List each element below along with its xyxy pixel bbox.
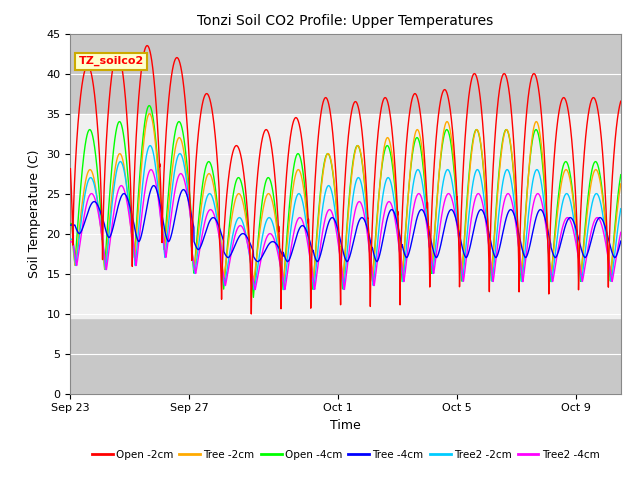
Tree -2cm [166, 183, 174, 189]
Open -4cm [519, 247, 527, 252]
Open -2cm [67, 166, 74, 171]
Open -4cm [67, 221, 74, 227]
Tree -4cm [617, 238, 625, 244]
Tree2 -4cm [252, 287, 259, 292]
Tree2 -2cm [617, 206, 625, 212]
Open -2cm [166, 80, 174, 86]
Open -2cm [519, 158, 527, 164]
Open -4cm [425, 229, 433, 235]
Line: Open -4cm: Open -4cm [70, 106, 621, 298]
Tree -2cm [425, 223, 433, 228]
Tree -2cm [477, 144, 485, 150]
Open -2cm [143, 43, 151, 48]
Open -2cm [425, 227, 433, 233]
Open -4cm [166, 167, 174, 173]
Open -2cm [617, 98, 625, 104]
Tree -4cm [166, 235, 174, 241]
Tree -4cm [425, 226, 433, 232]
Tree -4cm [67, 222, 74, 228]
Tree -4cm [397, 238, 404, 243]
Tree2 -2cm [397, 255, 404, 261]
Line: Tree -2cm: Tree -2cm [70, 114, 621, 282]
Title: Tonzi Soil CO2 Profile: Upper Temperatures: Tonzi Soil CO2 Profile: Upper Temperatur… [198, 14, 493, 28]
Tree -4cm [477, 207, 485, 213]
Tree2 -2cm [67, 236, 74, 242]
Tree -2cm [617, 181, 625, 187]
Tree -2cm [277, 252, 285, 258]
Text: TZ_soilco2: TZ_soilco2 [79, 56, 144, 66]
Open -2cm [397, 256, 404, 262]
X-axis label: Time: Time [330, 419, 361, 432]
Tree2 -2cm [519, 268, 527, 274]
Line: Open -2cm: Open -2cm [70, 46, 621, 314]
Tree -2cm [519, 248, 527, 254]
Tree -4cm [277, 249, 285, 254]
Tree -4cm [519, 250, 527, 255]
Tree -2cm [309, 279, 317, 285]
Tree -4cm [150, 183, 157, 189]
Line: Tree2 -2cm: Tree2 -2cm [70, 145, 621, 289]
Tree2 -2cm [166, 202, 174, 207]
Open -2cm [477, 105, 485, 111]
Tree2 -4cm [166, 219, 174, 225]
Open -4cm [277, 255, 285, 261]
Y-axis label: Soil Temperature (C): Soil Temperature (C) [28, 149, 41, 278]
Legend: Open -2cm, Tree -2cm, Open -4cm, Tree -4cm, Tree2 -2cm, Tree2 -4cm: Open -2cm, Tree -2cm, Open -4cm, Tree -4… [88, 445, 604, 464]
Bar [70, 34, 621, 114]
Tree2 -4cm [277, 266, 285, 272]
Tree2 -2cm [250, 287, 258, 292]
Open -4cm [145, 103, 153, 108]
Tree2 -4cm [519, 277, 527, 283]
Open -4cm [250, 295, 257, 300]
Open -2cm [277, 294, 285, 300]
Tree -2cm [397, 249, 404, 255]
Open -4cm [617, 172, 625, 178]
Tree2 -4cm [425, 237, 433, 242]
Tree2 -2cm [425, 235, 433, 240]
Tree2 -2cm [147, 143, 154, 148]
Bar [70, 114, 621, 318]
Tree -2cm [146, 111, 154, 117]
Bar [70, 318, 621, 394]
Tree2 -2cm [477, 177, 485, 183]
Open -4cm [477, 146, 485, 152]
Open -2cm [248, 311, 255, 317]
Tree2 -4cm [67, 239, 74, 245]
Tree2 -4cm [477, 196, 485, 202]
Tree2 -4cm [617, 229, 625, 235]
Tree2 -4cm [397, 253, 404, 259]
Open -4cm [397, 257, 404, 263]
Line: Tree -4cm: Tree -4cm [70, 186, 621, 262]
Tree2 -2cm [277, 260, 285, 265]
Tree -2cm [67, 237, 74, 242]
Line: Tree2 -4cm: Tree2 -4cm [70, 169, 621, 289]
Tree2 -4cm [147, 167, 155, 172]
Tree -4cm [343, 259, 351, 264]
